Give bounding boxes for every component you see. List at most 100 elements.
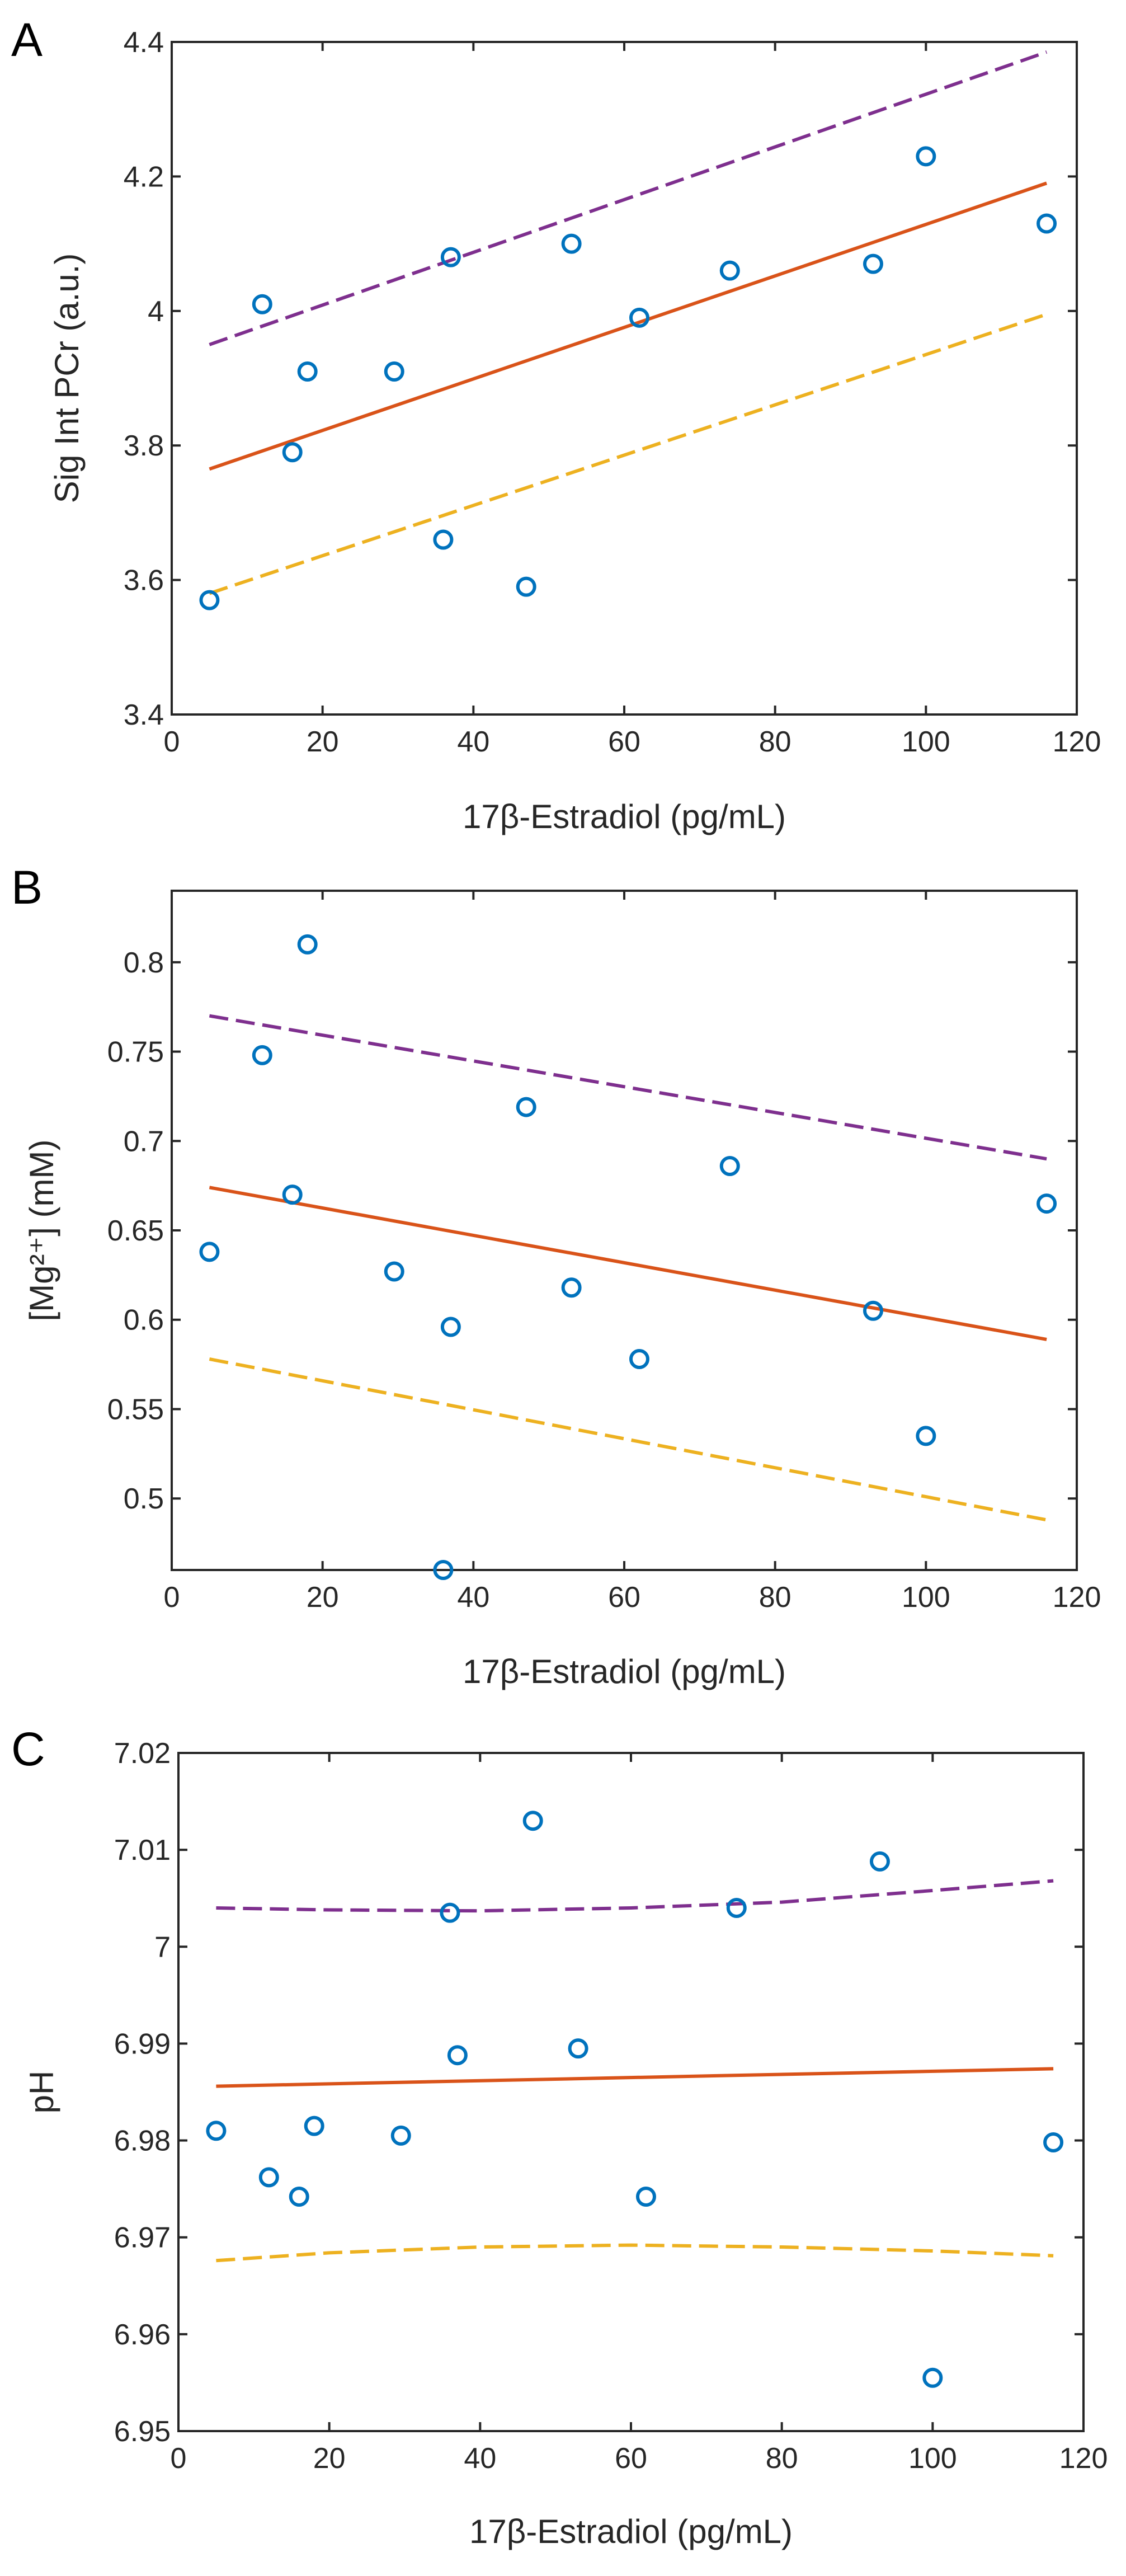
panel-b-data-point <box>516 1097 536 1117</box>
panel-a-data-point <box>863 253 883 274</box>
panel-c-y-tick-label: 6.98 <box>114 2125 171 2157</box>
panel-c-y-tick-label: 6.97 <box>114 2222 171 2254</box>
panel-c-data-point <box>522 1811 543 1831</box>
panel-b-data-point <box>629 1349 649 1370</box>
panel-c-data-point <box>289 2186 309 2207</box>
panel-c-x-axis-label: 17β-Estradiol (pg/mL) <box>469 2513 793 2550</box>
panel-c-lower-bound-line <box>216 2243 1054 2263</box>
panel-a-x-tick-label: 20 <box>307 726 339 758</box>
panel-b-data-point <box>297 934 318 955</box>
panel-c-fit-line <box>216 2067 1054 2088</box>
panel-b-lower-bound-line <box>209 1357 1047 1522</box>
panel-b-y-tick-label: 0.65 <box>107 1215 164 1247</box>
panel-c-points <box>206 1811 1064 2388</box>
panel-a-y-tick-label: 4.4 <box>124 26 164 59</box>
panel-c-data-point <box>304 2116 324 2136</box>
panel-b-y-axis-label: [Mg²⁺] (mM) <box>23 1140 60 1322</box>
panel-b-x-tick-label: 0 <box>164 1581 180 1614</box>
panel-a-data-point <box>561 233 582 254</box>
panel-a-y-tick-label: 3.4 <box>124 699 164 731</box>
panel-a-data-point <box>433 529 454 550</box>
panel-a-x-tick-label: 120 <box>1053 726 1101 758</box>
panel-a-y-tick-label: 3.6 <box>124 565 164 597</box>
panel-b-y-tick-label: 0.7 <box>124 1125 164 1158</box>
panel-a-data-point <box>252 294 272 314</box>
panel-b-lines <box>209 1014 1047 1522</box>
panel-b-y-tick-label: 0.55 <box>107 1393 164 1426</box>
panel-c-letter: C <box>11 1723 45 1775</box>
panel-c-x-ticks: 0 20 40 60 80 100 120 <box>171 1753 1108 2475</box>
panel-c-data-point <box>635 2186 656 2207</box>
panel-c-y-tick-label: 7 <box>154 1931 171 1963</box>
panel-a-x-tick-label: 40 <box>457 726 489 758</box>
panel-c-data-point <box>1043 2132 1064 2153</box>
panel-c-y-tick-label: 6.95 <box>114 2415 171 2448</box>
panel-a-plot-area <box>171 41 1078 716</box>
panel-c-data-point <box>922 2367 943 2388</box>
panel-b-upper-bound-line <box>209 1014 1047 1161</box>
panel-b-letter: B <box>11 861 43 914</box>
panel-a-x-tick-label: 0 <box>164 726 180 758</box>
panel-b-x-ticks: 0 20 40 60 80 100 120 <box>164 891 1101 1614</box>
panel-a-upper-bound-line <box>209 50 1048 346</box>
panel-c-x-tick-label: 80 <box>766 2442 798 2475</box>
panel-c-data-point <box>869 1851 890 1872</box>
panel-b-y-tick-label: 0.5 <box>124 1483 164 1515</box>
panel-c-y-ticks: 6.95 6.96 6.97 6.98 6.99 7 7.01 7.02 <box>114 1737 1083 2448</box>
panel-a-x-tick-label: 100 <box>902 726 950 758</box>
panel-c-x-tick-label: 40 <box>464 2442 496 2475</box>
panel-a-x-tick-label: 60 <box>608 726 640 758</box>
panel-c-y-tick-label: 6.99 <box>114 2028 171 2060</box>
panel-a-y-axis-label: Sig Int PCr (a.u.) <box>48 253 86 504</box>
panel-b-data-point <box>863 1300 883 1321</box>
panel-a-data-point <box>719 260 740 281</box>
panel-a-data-point <box>916 146 936 167</box>
panel-b-fit-line <box>209 1186 1047 1341</box>
panel-a-y-tick-label: 4 <box>148 295 164 328</box>
panel-c: C 0 20 40 60 80 100 120 6.95 6.96 6.97 6.98 6.99 7 7… <box>11 1723 1108 2550</box>
panel-c-data-point <box>258 2167 279 2188</box>
panel-b-x-tick-label: 20 <box>307 1581 339 1614</box>
panel-c-lines <box>216 1879 1054 2263</box>
panel-b-data-point <box>433 1560 454 1580</box>
panel-b-points <box>199 934 1057 1580</box>
panel-a-x-ticks: 0 20 40 60 80 100 120 <box>164 42 1101 758</box>
panel-a-y-ticks: 3.4 3.6 3.8 4 4.2 4.4 <box>124 26 1077 731</box>
panel-a-data-point <box>297 361 318 382</box>
panel-b-data-point <box>199 1242 220 1262</box>
panel-c-data-point <box>568 2038 588 2059</box>
panel-c-x-tick-label: 100 <box>908 2442 957 2475</box>
panel-c-data-point <box>440 1902 460 1923</box>
panel-c-data-point <box>390 2125 411 2146</box>
panel-c-x-tick-label: 0 <box>171 2442 187 2475</box>
panel-a-data-point <box>384 361 404 382</box>
panel-b-data-point <box>384 1261 404 1282</box>
panel-c-plot-area <box>177 1752 1085 2432</box>
panel-b-y-ticks: 0.5 0.55 0.6 0.65 0.7 0.75 0.8 <box>107 947 1077 1515</box>
panel-c-x-tick-label: 60 <box>615 2442 647 2475</box>
panel-b-data-point <box>440 1317 461 1337</box>
panel-a-x-tick-label: 80 <box>759 726 792 758</box>
panel-b-x-tick-label: 80 <box>759 1581 792 1614</box>
panel-c-data-point <box>726 1898 747 1919</box>
panel-c-y-axis-label: pH <box>23 2071 60 2114</box>
panel-b-x-axis-label: 17β-Estradiol (pg/mL) <box>463 1653 786 1690</box>
panel-a-y-tick-label: 4.2 <box>124 161 164 193</box>
panel-c-y-tick-label: 6.96 <box>114 2319 171 2351</box>
panel-b-y-tick-label: 0.8 <box>124 947 164 979</box>
panel-a-data-point <box>440 247 461 267</box>
panel-b-data-point <box>282 1184 303 1205</box>
panel-a-letter: A <box>11 13 43 66</box>
panel-b-data-point <box>561 1277 582 1298</box>
panel-b-plot-area <box>171 890 1078 1571</box>
panel-a-y-tick-label: 3.8 <box>124 430 164 462</box>
panel-c-x-tick-label: 120 <box>1059 2442 1108 2475</box>
panel-a: A 0 20 40 60 80 100 120 3.4 3.6 3.8 4 4.2 4.4 17β-E… <box>11 13 1101 835</box>
panel-b-y-tick-label: 0.75 <box>107 1036 164 1069</box>
panel-b-x-tick-label: 60 <box>608 1581 640 1614</box>
panel-a-data-point <box>199 590 220 610</box>
panel-c-upper-bound-line <box>216 1879 1054 1913</box>
panel-a-fit-line <box>209 181 1048 471</box>
panel-b-data-point <box>1037 1193 1057 1214</box>
